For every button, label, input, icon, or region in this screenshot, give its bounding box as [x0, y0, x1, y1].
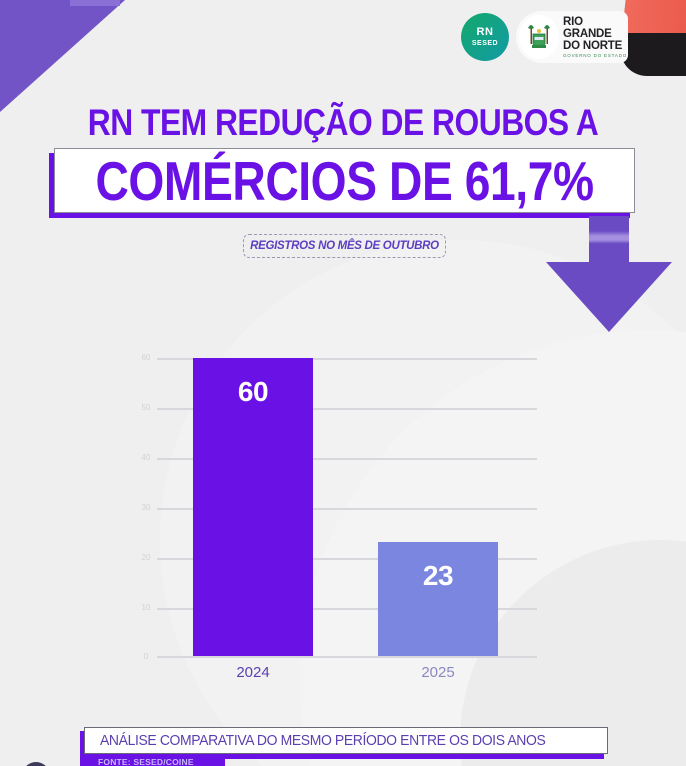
caption-box: ANÁLISE COMPARATIVA DO MESMO PERÍODO ENT…: [84, 727, 608, 754]
source-label: FONTE: SESED/COINE: [80, 755, 225, 766]
gridline-20: [157, 558, 537, 560]
bar-value-label: 60: [237, 376, 269, 407]
y-tick: 0: [143, 652, 149, 661]
gridline-60: [157, 358, 537, 360]
gridline-0: [157, 656, 537, 658]
sesed-logo-name: SESED: [471, 40, 499, 47]
gridline-40: [157, 458, 537, 460]
gridline-30: [157, 508, 537, 510]
y-tick: 60: [141, 353, 151, 362]
sesed-logo-rn: RN: [476, 26, 494, 38]
y-tick: 30: [141, 503, 151, 512]
gridline-10: [157, 608, 537, 610]
arrow-shaft: [589, 216, 629, 266]
arrow-down-icon: [546, 216, 672, 332]
decorative-stripe: [70, 0, 120, 6]
avatar: [22, 762, 50, 766]
x-tick-2024: 2024: [236, 664, 270, 681]
gridline-50: [157, 408, 537, 410]
headline-box: COMÉRCIOS DE 61,7%: [54, 148, 635, 213]
state-seal-icon: [519, 15, 559, 59]
bar-2024: 60: [193, 358, 313, 656]
rn-logo-text: RIO GRANDE DO NORTE GOVERNO DO ESTADO: [563, 16, 628, 58]
headline-line-2: COMÉRCIOS DE 61,7%: [95, 149, 594, 212]
y-tick: 10: [141, 603, 151, 612]
caption-text: ANÁLISE COMPARATIVA DO MESMO PERÍODO ENT…: [100, 732, 546, 749]
bar-2025: 23: [378, 542, 498, 656]
rn-logo-line2: DO NORTE: [563, 40, 623, 52]
sesed-logo: RN SESED: [461, 13, 509, 61]
headline-line-1: RN TEM REDUÇÃO DE ROUBOS A: [87, 102, 599, 143]
x-tick-2025: 2025: [421, 664, 455, 681]
y-tick: 20: [141, 553, 151, 562]
rn-logo-line1: RIO GRANDE: [563, 16, 612, 40]
y-tick: 50: [141, 403, 151, 412]
bar-value-label: 23: [422, 560, 454, 591]
y-tick: 40: [141, 453, 151, 462]
period-tag: REGISTROS NO MÊS DE OUTUBRO: [243, 234, 446, 258]
rn-logo-line3: GOVERNO DO ESTADO: [563, 53, 628, 58]
rn-government-logo: RIO GRANDE DO NORTE GOVERNO DO ESTADO: [516, 11, 628, 63]
